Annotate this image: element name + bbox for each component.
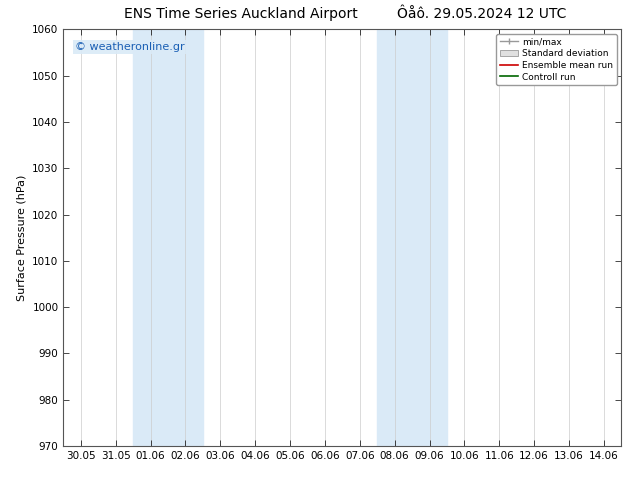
Text: © weatheronline.gr: © weatheronline.gr — [75, 42, 184, 52]
Legend: min/max, Standard deviation, Ensemble mean run, Controll run: min/max, Standard deviation, Ensemble me… — [496, 34, 617, 85]
Text: ENS Time Series Auckland Airport: ENS Time Series Auckland Airport — [124, 7, 358, 22]
Text: Ôåô. 29.05.2024 12 UTC: Ôåô. 29.05.2024 12 UTC — [397, 7, 567, 22]
Y-axis label: Surface Pressure (hPa): Surface Pressure (hPa) — [16, 174, 27, 301]
Bar — [133, 29, 203, 446]
Bar — [377, 29, 447, 446]
